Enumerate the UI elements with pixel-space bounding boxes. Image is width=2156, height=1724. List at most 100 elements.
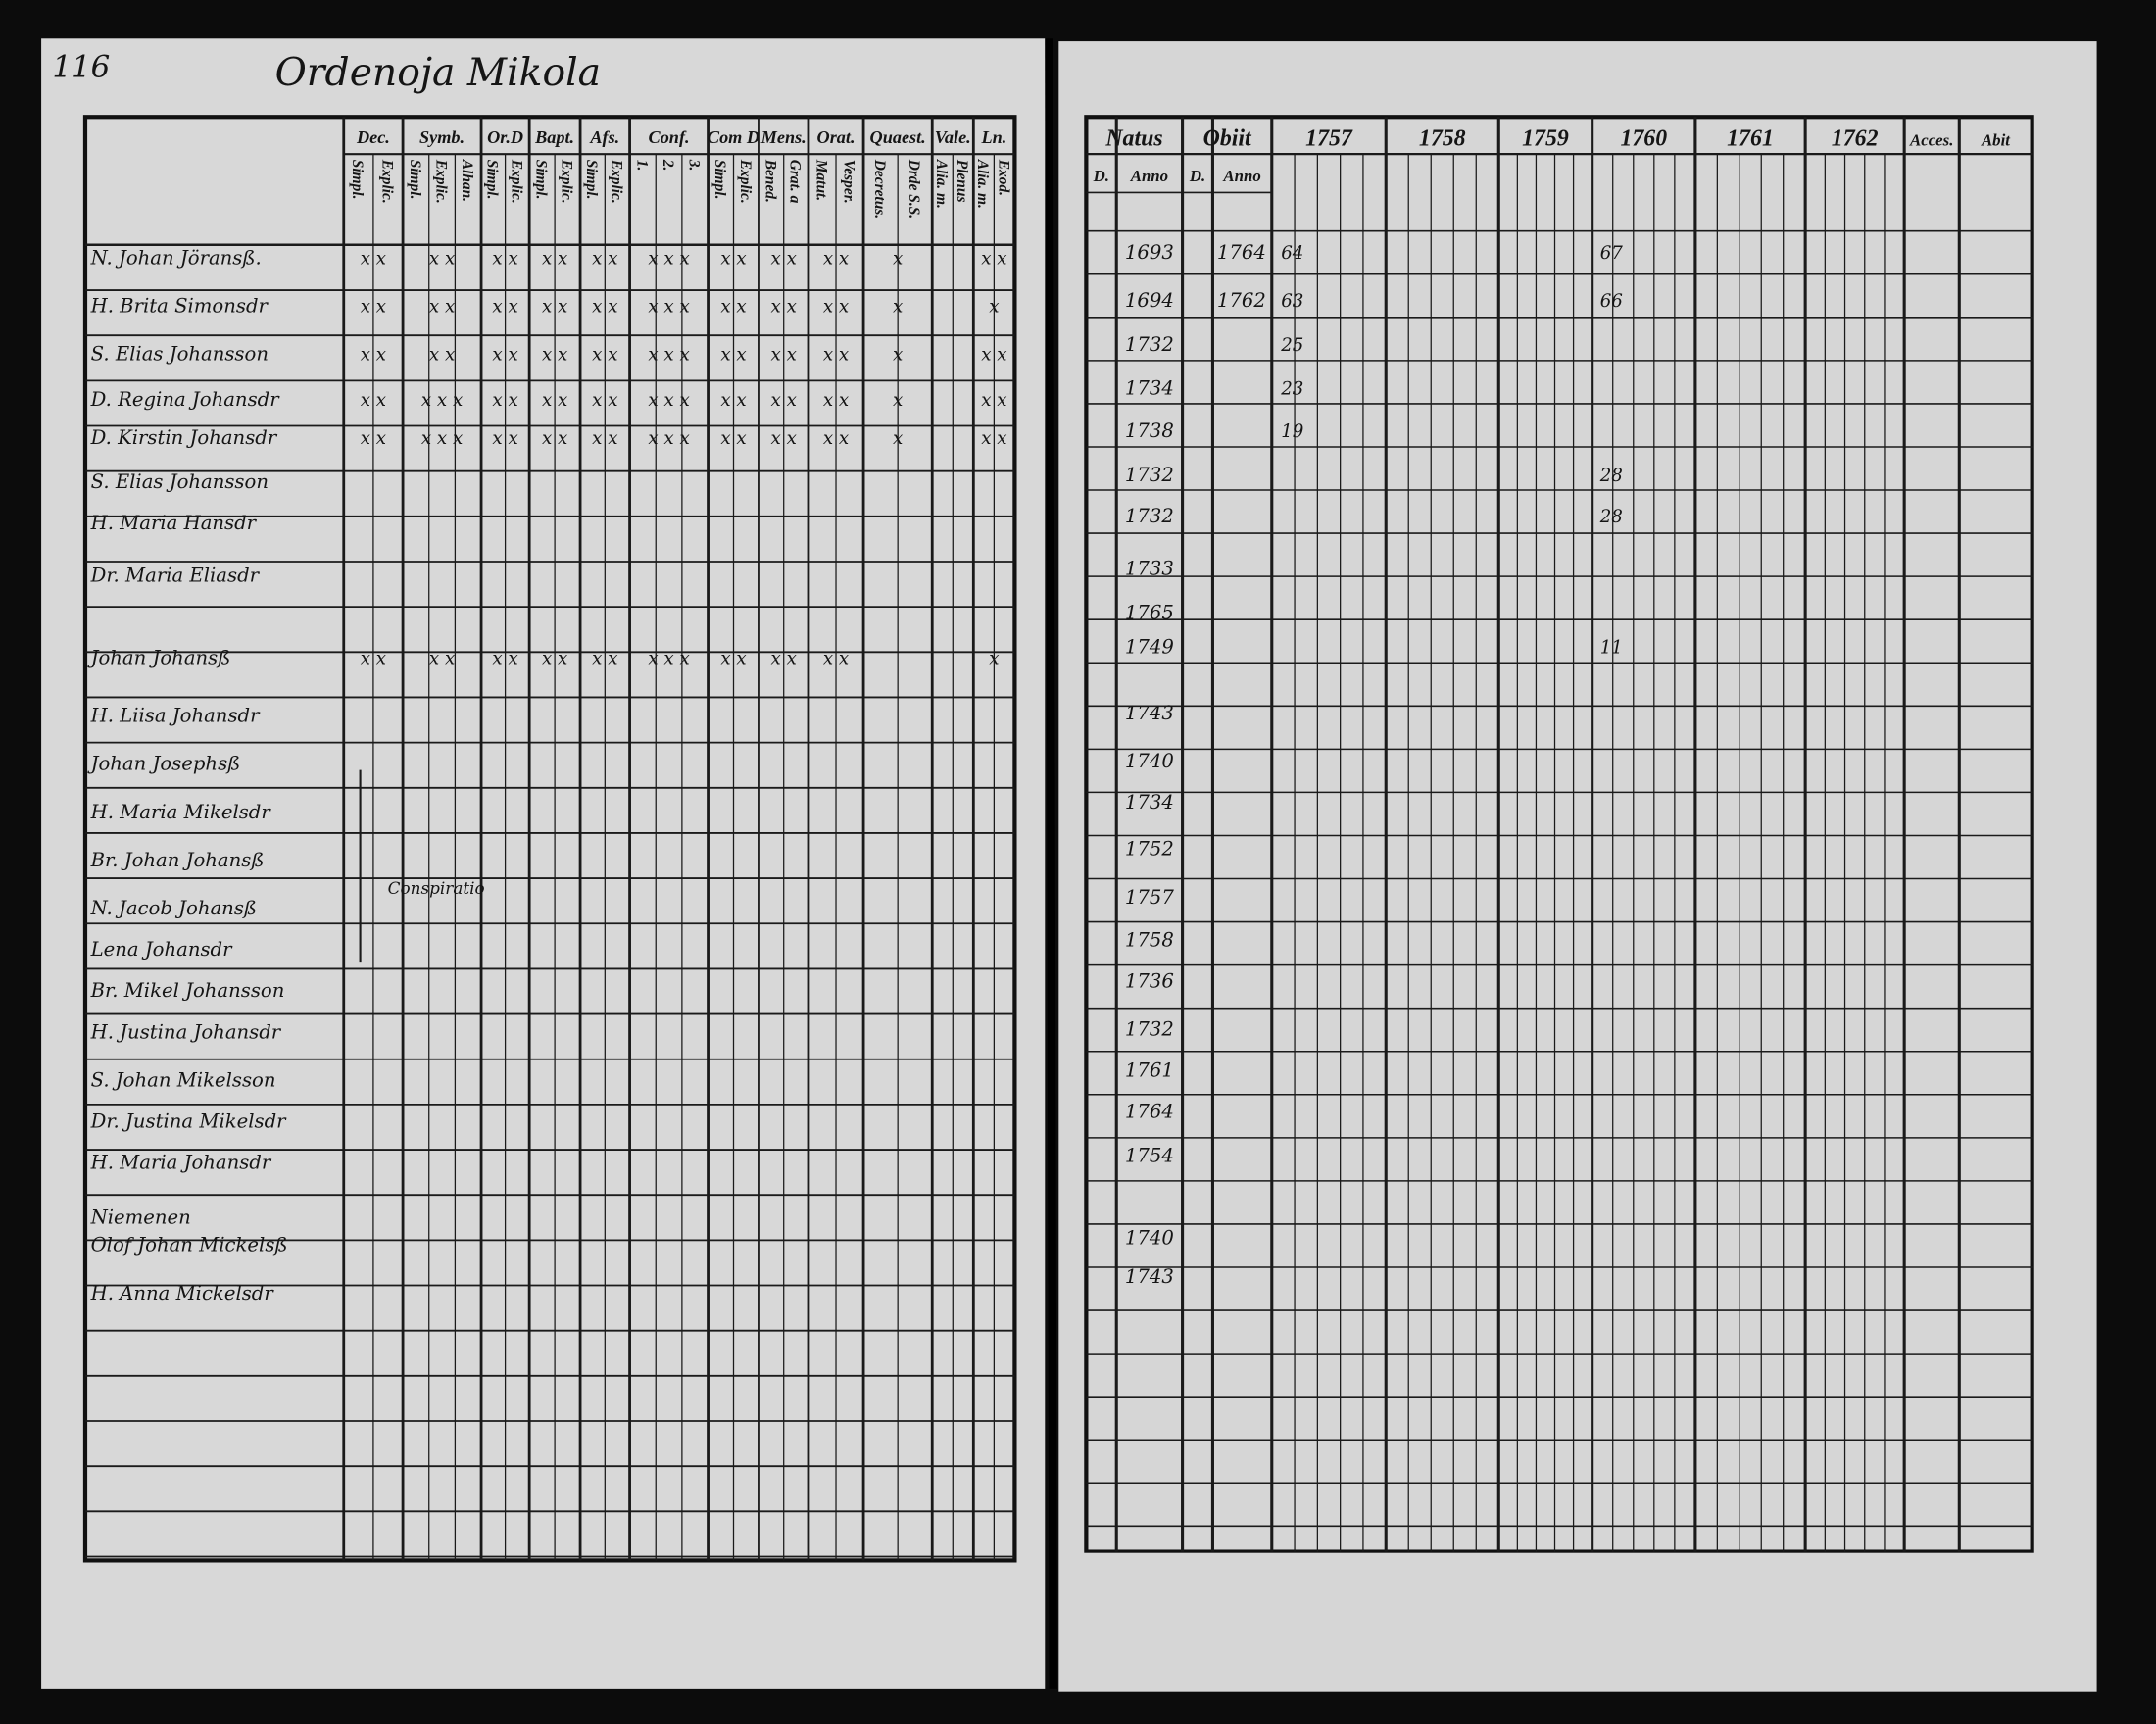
person-name: S. Elias Johansson — [91, 343, 269, 366]
person-name: S. Johan Mikelsson — [91, 1068, 276, 1091]
catechism-mark: x x — [592, 345, 618, 366]
catechism-mark: x x — [771, 390, 798, 411]
death-year: 1764 — [1217, 241, 1266, 264]
age: 28 — [1599, 466, 1623, 486]
catechism-mark: x — [989, 649, 1000, 669]
right-page — [1058, 41, 2097, 1692]
catechism-mark: x x — [429, 296, 456, 317]
column-head: 1760 — [1620, 126, 1667, 152]
catechism-mark: x x — [720, 428, 747, 449]
catechism-mark: x x — [492, 296, 518, 317]
column-head: Natus — [1104, 126, 1162, 152]
column-subhead: Anno — [1222, 167, 1260, 185]
person-name: H. Justina Johansdr — [90, 1020, 282, 1043]
birth-year: 1754 — [1125, 1145, 1174, 1167]
catechism-mark: x x — [720, 296, 747, 317]
column-head: Afs. — [589, 127, 619, 147]
birth-year: 1764 — [1125, 1101, 1174, 1123]
catechism-mark: x x — [823, 248, 850, 269]
birth-year: 1732 — [1125, 333, 1174, 356]
person-name: Br. Johan Johansß — [90, 849, 265, 871]
catechism-mark: x x — [361, 248, 387, 269]
catechism-mark: x x — [542, 390, 568, 411]
birth-year: 1761 — [1125, 1059, 1174, 1082]
column-head: 1762 — [1832, 126, 1879, 152]
catechism-mark: x x — [592, 390, 618, 411]
catechism-mark: x x x — [421, 390, 464, 411]
column-subhead: 1. — [633, 160, 650, 172]
person-name: H. Maria Johansdr — [90, 1152, 272, 1174]
column-subhead: Simpl. — [484, 160, 501, 200]
column-subhead: Explic. — [558, 159, 574, 204]
catechism-mark: x x x — [648, 649, 690, 669]
person-name: Br. Mikel Johansson — [90, 979, 285, 1002]
column-head: 1761 — [1727, 126, 1774, 152]
column-subhead: Matut. — [812, 159, 829, 201]
birth-year: 1734 — [1125, 377, 1174, 400]
column-subhead: Simpl. — [583, 160, 600, 200]
age: 19 — [1281, 421, 1304, 442]
catechism-mark: x x — [592, 649, 618, 669]
person-name: Lena Johansdr — [90, 938, 234, 961]
column-subhead: Explic. — [608, 159, 624, 204]
column-subhead: Explic. — [378, 159, 395, 204]
catechism-mark: x — [893, 248, 904, 269]
catechism-mark: x x x — [648, 428, 690, 449]
column-subhead: Simpl. — [349, 160, 366, 200]
column-head: Conf. — [649, 127, 690, 147]
column-subhead: Drde S.S. — [906, 159, 922, 219]
catechism-mark: x x — [361, 296, 387, 317]
catechism-mark: x x — [492, 248, 518, 269]
gutter — [1045, 38, 1057, 1689]
catechism-mark: x x — [823, 345, 850, 366]
birth-year: 1758 — [1125, 928, 1174, 951]
birth-year: 1732 — [1125, 505, 1174, 527]
catechism-mark: x x — [492, 649, 518, 669]
catechism-mark: x x — [361, 345, 387, 366]
birth-year: 1757 — [1125, 886, 1174, 909]
catechism-mark: x — [893, 428, 904, 449]
catechism-mark: x x — [592, 248, 618, 269]
column-head: Vale. — [935, 127, 971, 147]
person-name: H. Liisa Johansdr — [90, 705, 261, 727]
person-name: N. Johan Jöransß. — [90, 246, 262, 269]
person-name: Niemenen — [90, 1207, 191, 1229]
column-subhead: Simpl. — [533, 160, 550, 200]
catechism-mark: x x — [592, 428, 618, 449]
catechism-mark: x x x — [648, 248, 690, 269]
column-subhead: Decretus. — [871, 159, 888, 219]
age: 63 — [1281, 291, 1303, 312]
catechism-mark: x x — [720, 649, 747, 669]
column-subhead: Explic. — [737, 159, 754, 204]
person-name: H. Anna Mickelsdr — [90, 1282, 275, 1305]
birth-year: 1740 — [1125, 750, 1174, 772]
margin-note: Conspiratio — [388, 878, 485, 898]
column-head: Acces. — [1909, 131, 1953, 150]
column-subhead: Anno — [1130, 167, 1168, 185]
birth-year: 1736 — [1125, 969, 1174, 992]
column-head: 1758 — [1419, 126, 1466, 152]
column-subhead: Bened. — [761, 159, 778, 203]
birth-year: 1743 — [1125, 702, 1174, 724]
column-head: Dec. — [356, 127, 390, 147]
catechism-mark: x x — [981, 390, 1007, 411]
catechism-mark: x x x — [648, 296, 690, 317]
person-name: D. Regina Johansdr — [90, 388, 281, 411]
person-name: Dr. Justina Mikelsdr — [90, 1109, 288, 1132]
spread: 116 Ordenoja Mikola Dec. Simpl. Explic. Sym… — [41, 38, 2097, 1692]
catechism-mark: x x — [823, 390, 850, 411]
catechism-mark: x x — [720, 248, 747, 269]
column-subhead: 2. — [660, 159, 676, 172]
age: 23 — [1280, 379, 1303, 400]
birth-year: 1749 — [1125, 635, 1174, 658]
column-subhead: Explic. — [432, 159, 449, 204]
catechism-mark: x x — [492, 345, 518, 366]
person-name: S. Elias Johansson — [91, 470, 269, 493]
birth-year: 1743 — [1125, 1265, 1174, 1288]
age: 28 — [1599, 507, 1623, 527]
birth-year: 1734 — [1125, 791, 1174, 813]
column-head: Abit — [1981, 131, 2011, 150]
column-head: Mens. — [760, 127, 807, 147]
